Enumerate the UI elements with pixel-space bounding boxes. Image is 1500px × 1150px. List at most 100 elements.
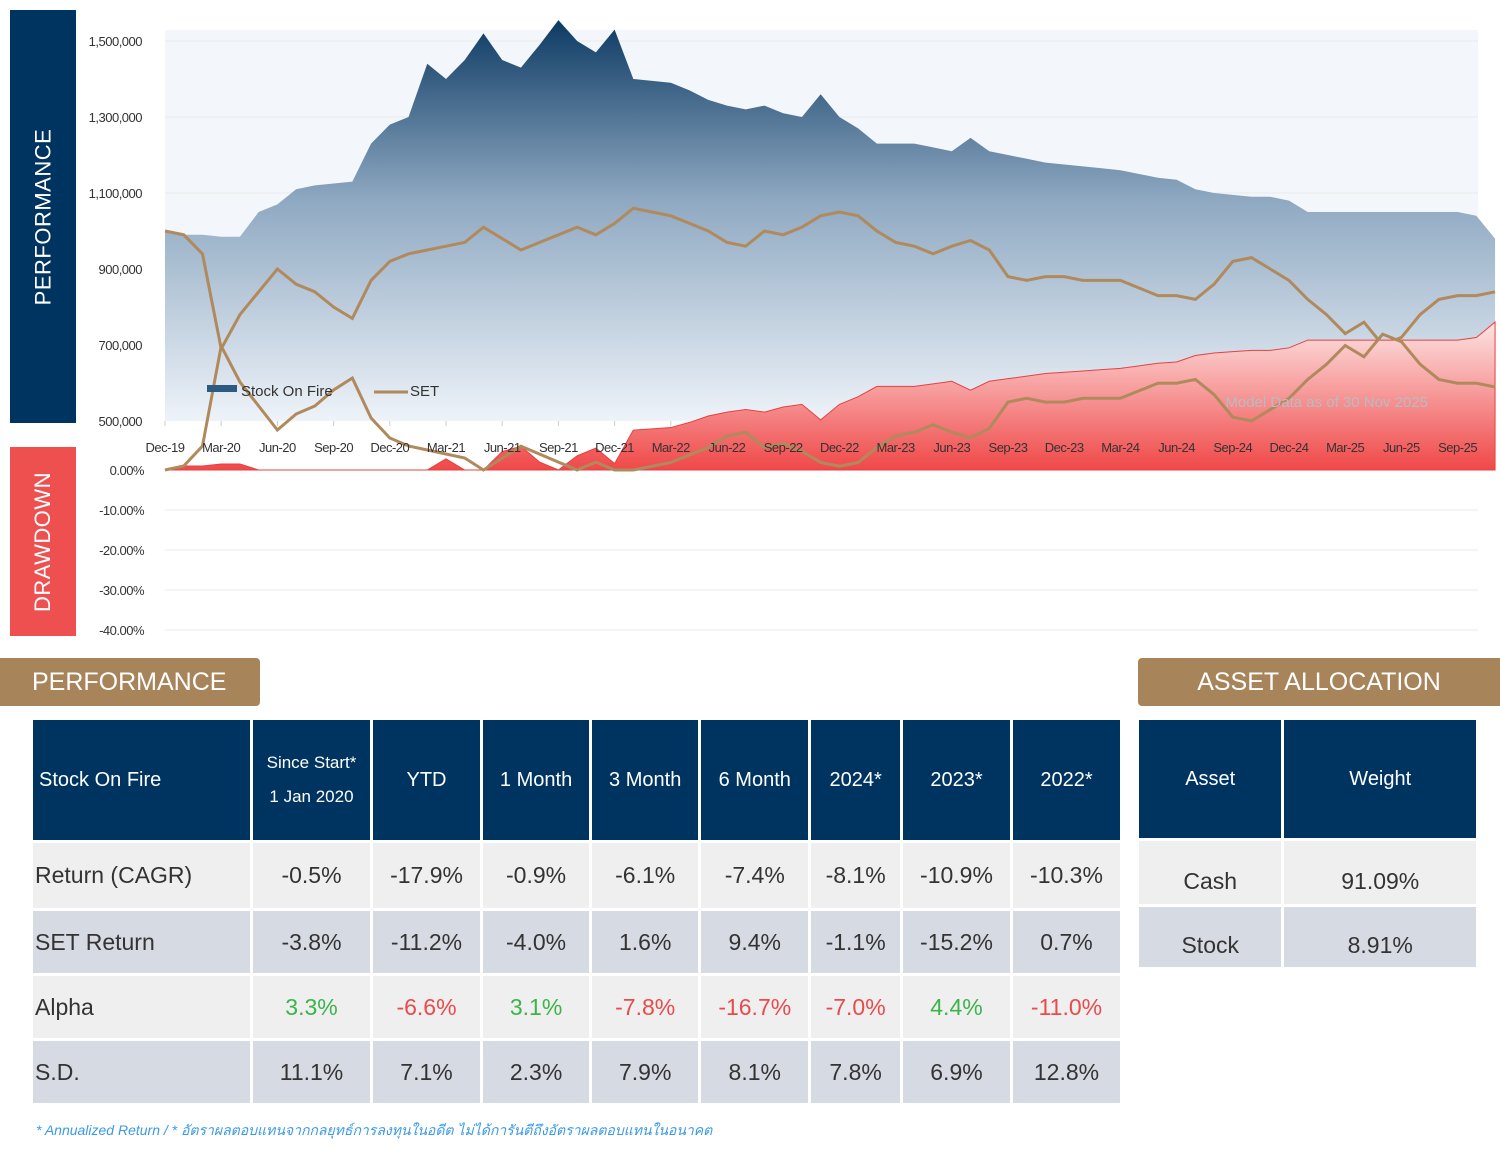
header-6-month: 6 Month	[701, 720, 809, 840]
performance-section-header: PERFORMANCE	[0, 658, 260, 706]
x-tick-label: Jun-21	[484, 440, 521, 455]
performance-value: -0.9%	[483, 843, 590, 908]
performance-value: -3.8%	[253, 911, 370, 973]
footnote: * Annualized Return / * อัตราผลตอบแทนจาก…	[36, 1122, 713, 1138]
header-1-month: 1 Month	[483, 720, 590, 840]
model-data-note: Model Data as of 30 Nov 2025	[1225, 394, 1428, 411]
y-tick-label: -10.00%	[99, 503, 145, 518]
set-drawdown-line	[164, 332, 1496, 472]
performance-value: -7.8%	[592, 976, 699, 1038]
x-tick-label: Jun-20	[259, 440, 296, 455]
performance-value: -6.1%	[592, 843, 699, 908]
performance-value: -1.1%	[811, 911, 900, 973]
asset-allocation-section-header: ASSET ALLOCATION	[1138, 658, 1500, 706]
asset-allocation-table: Asset Weight Cash 91.09% Stock 8.91%	[1136, 717, 1479, 970]
legend-swatch-stock-on-fire	[207, 385, 237, 392]
asset-allocation-title: ASSET ALLOCATION	[1197, 667, 1441, 696]
performance-drawdown-chart: 500,000 700,000 900,000 1,100,000 1,300,000 1…	[89, 20, 1496, 638]
x-tick-label: Sep-20	[314, 440, 353, 455]
asset-weight: 91.09%	[1284, 841, 1476, 904]
y-tick-label: 0.00%	[110, 463, 145, 478]
asset-name: Stock	[1139, 907, 1282, 967]
x-tick-label: Dec-20	[370, 440, 409, 455]
row-label: S.D.	[33, 1041, 250, 1103]
x-tick-label: Mar-25	[1326, 440, 1364, 455]
performance-value: 2.3%	[483, 1041, 590, 1103]
performance-row: S.D. 11.1% 7.1% 2.3% 7.9% 8.1% 7.8% 6.9% 12.8%	[33, 1041, 1120, 1103]
allocation-row: Cash 91.09%	[1139, 841, 1476, 904]
header-2023: 2023*	[902, 720, 1010, 840]
x-tick-label: Sep-25	[1438, 440, 1477, 455]
header-asset: Asset	[1139, 720, 1282, 838]
x-tick-label: Mar-23	[877, 440, 915, 455]
y-tick-label: -30.00%	[99, 583, 145, 598]
y-tick-label: 700,000	[99, 338, 143, 353]
y-tick-label: 900,000	[99, 262, 143, 277]
stock-on-fire-area	[165, 20, 1496, 421]
performance-row: SET Return -3.8% -11.2% -4.0% 1.6% 9.4% -1.1% -…	[33, 911, 1120, 973]
x-tick-label: Dec-23	[1045, 440, 1084, 455]
performance-value: -10.3%	[1012, 843, 1120, 908]
performance-value: 6.9%	[902, 1041, 1010, 1103]
performance-row: Return (CAGR) -0.5% -17.9% -0.9% -6.1% -7.4% -…	[33, 843, 1120, 908]
performance-value: 9.4%	[701, 911, 809, 973]
performance-value: -7.4%	[701, 843, 809, 908]
legend-label-set: SET	[410, 383, 439, 400]
performance-value: 4.4%	[902, 976, 1010, 1038]
performance-value: -16.7%	[701, 976, 809, 1038]
performance-value: 0.7%	[1012, 911, 1120, 973]
x-tick-label: Sep-23	[989, 440, 1028, 455]
y-tick-label: 1,100,000	[89, 186, 143, 201]
x-tick-label: Sep-24	[1213, 440, 1252, 455]
header-2024: 2024*	[811, 720, 900, 840]
stock-on-fire-drawdown-area	[164, 321, 1496, 471]
row-label: SET Return	[33, 911, 250, 973]
legend: Stock On Fire SET	[207, 383, 439, 400]
x-tick-label: Jun-25	[1383, 440, 1420, 455]
x-tick-label: Sep-22	[764, 440, 803, 455]
performance-value: 3.1%	[483, 976, 590, 1038]
performance-value: -0.5%	[253, 843, 370, 908]
performance-side-label: PERFORMANCE	[10, 10, 76, 423]
performance-value: -4.0%	[483, 911, 590, 973]
x-tick-label: Jun-22	[709, 440, 746, 455]
header-weight: Weight	[1284, 720, 1476, 838]
x-tick-label: Mar-20	[202, 440, 240, 455]
header-3-month: 3 Month	[592, 720, 699, 840]
y-tick-label: -40.00%	[99, 623, 145, 638]
performance-value: -10.9%	[902, 843, 1010, 908]
row-label: Return (CAGR)	[33, 843, 250, 908]
x-tick-label: Jun-23	[933, 440, 970, 455]
row-label: Alpha	[33, 976, 250, 1038]
x-tick-label: Dec-21	[595, 440, 634, 455]
y-tick-label: -20.00%	[99, 543, 145, 558]
y-tick-label: 500,000	[99, 414, 143, 429]
x-tick-label: Dec-22	[820, 440, 859, 455]
performance-value: 7.8%	[811, 1041, 900, 1103]
asset-weight: 8.91%	[1284, 907, 1476, 967]
performance-row: Alpha 3.3% -6.6% 3.1% -7.8% -16.7% -7.0% 4.4% -1…	[33, 976, 1120, 1038]
drawdown-side-label: DRAWDOWN	[10, 447, 76, 636]
x-tick-label: Mar-21	[427, 440, 465, 455]
performance-section-title: PERFORMANCE	[32, 667, 227, 696]
performance-value: 11.1%	[253, 1041, 370, 1103]
x-tick-label: Dec-19	[146, 440, 185, 455]
performance-value: -15.2%	[902, 911, 1010, 973]
performance-value: -6.6%	[373, 976, 480, 1038]
performance-value: -11.2%	[373, 911, 480, 973]
performance-value: 3.3%	[253, 976, 370, 1038]
set-line	[164, 206, 1496, 354]
header-since-start-line2: 1 Jan 2020	[269, 787, 354, 806]
performance-value: -11.0%	[1012, 976, 1120, 1038]
y-tick-label: 1,500,000	[89, 34, 143, 49]
performance-value: 8.1%	[701, 1041, 809, 1103]
performance-value: -17.9%	[373, 843, 480, 908]
performance-value: 12.8%	[1012, 1041, 1120, 1103]
y-tick-label: 1,300,000	[89, 110, 143, 125]
header-ytd: YTD	[373, 720, 480, 840]
performance-value: -7.0%	[811, 976, 900, 1038]
asset-name: Cash	[1139, 841, 1282, 904]
performance-table: Stock On Fire Since Start* 1 Jan 2020 YTD…	[30, 717, 1123, 1106]
allocation-row: Stock 8.91%	[1139, 907, 1476, 967]
performance-value: 7.1%	[373, 1041, 480, 1103]
